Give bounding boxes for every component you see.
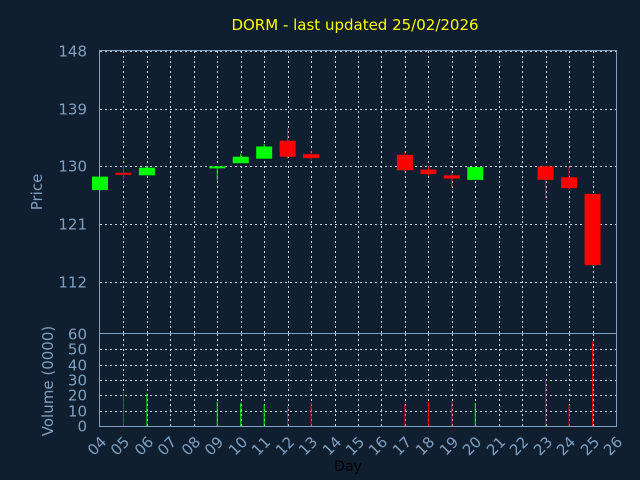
day-tick-label: 13 xyxy=(295,433,321,459)
day-tick-label: 07 xyxy=(154,433,180,459)
volume-grid xyxy=(100,334,616,426)
price-tick-label: 121 xyxy=(58,216,87,234)
price-axis-label: Price xyxy=(28,174,46,211)
candle-body xyxy=(303,154,320,159)
price-tick-label: 148 xyxy=(58,43,87,61)
day-tick-label: 18 xyxy=(412,433,438,459)
candle-body xyxy=(396,154,413,171)
day-tick-label: 24 xyxy=(553,433,579,459)
volume-axis-label: Volume (0000) xyxy=(39,326,57,436)
volume-tick-label: 40 xyxy=(68,357,87,375)
price-tick-label: 130 xyxy=(58,158,87,176)
candle-body xyxy=(92,176,108,191)
candle-body xyxy=(209,166,226,169)
candle-body xyxy=(420,169,437,175)
candle-body xyxy=(537,166,554,180)
candle-body xyxy=(115,172,132,175)
volume-tick-label: 0 xyxy=(77,418,87,436)
candle-body xyxy=(584,193,601,266)
candle-body xyxy=(443,175,460,179)
price-grid xyxy=(100,51,616,333)
candle-body xyxy=(279,140,296,157)
candle-body xyxy=(561,177,578,189)
volume-tick-label: 10 xyxy=(68,403,87,421)
volume-tick-label: 50 xyxy=(68,341,87,359)
day-tick-label: 09 xyxy=(201,433,227,459)
candle-body xyxy=(232,156,249,164)
volume-tick-label: 30 xyxy=(68,372,87,390)
day-tick-label: 22 xyxy=(506,433,532,459)
volume-bars xyxy=(122,341,594,426)
day-tick-label: 26 xyxy=(600,433,626,459)
candle-body xyxy=(138,167,155,176)
price-tick-label: 139 xyxy=(58,101,87,119)
volume-tick-label: 20 xyxy=(68,387,87,405)
candle-body xyxy=(256,146,273,159)
day-tick-label: 05 xyxy=(107,433,133,459)
price-tick-label: 112 xyxy=(58,274,87,292)
candle-body xyxy=(467,167,484,180)
day-tick-label: 16 xyxy=(365,433,391,459)
candles xyxy=(92,127,601,266)
x-axis-label: Day xyxy=(334,459,362,475)
day-tick-label: 20 xyxy=(459,433,485,459)
price-axis: 148 139 130 121 112 xyxy=(58,43,87,292)
day-axis: 0405060708091011121314151617181920212223… xyxy=(84,433,626,459)
day-tick-label: 11 xyxy=(248,433,274,459)
chart-title: DORM - last updated 25/02/2026 xyxy=(231,16,478,34)
volume-panel-frame xyxy=(99,333,617,427)
volume-tick-label: 60 xyxy=(68,326,87,344)
